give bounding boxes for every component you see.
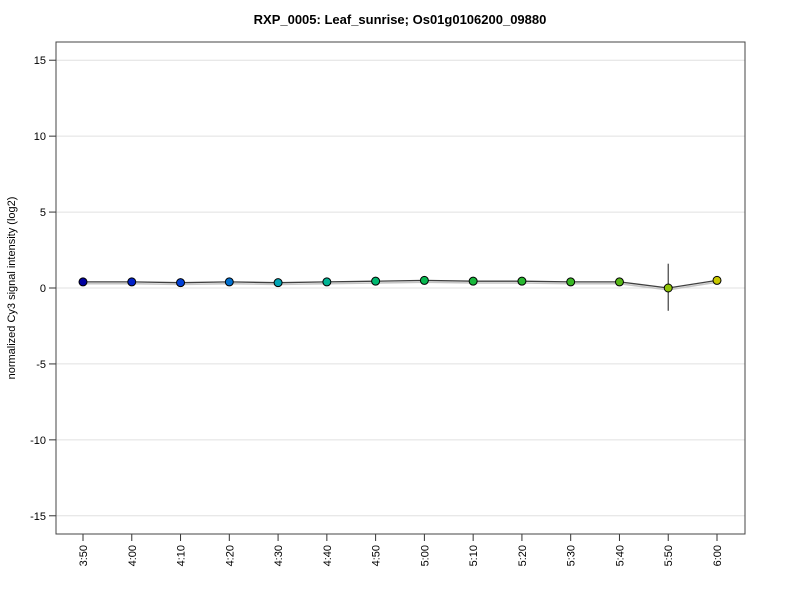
x-tick-label: 5:30 xyxy=(566,545,578,566)
data-point xyxy=(566,277,576,287)
y-tick-label: 5 xyxy=(40,207,46,219)
data-point xyxy=(468,276,478,286)
y-axis-title: normalized Cy3 signal intensity (log2) xyxy=(6,197,18,380)
series-line xyxy=(83,279,718,289)
y-tick-label: 10 xyxy=(34,131,46,143)
data-point xyxy=(517,276,527,286)
data-point xyxy=(712,275,722,285)
axes: 15 10 5 0 -5 -10 -15 3:50 4:00 4:10 4:20 4:30 4:40 4:… xyxy=(30,55,724,566)
data-point xyxy=(419,275,429,285)
data-point xyxy=(663,283,673,293)
x-tick-label: 4:30 xyxy=(273,545,285,566)
data-point xyxy=(371,276,381,286)
plot-box xyxy=(55,41,746,535)
y-tick-label: -15 xyxy=(30,511,46,523)
data-point xyxy=(176,278,186,288)
x-tick-label: 4:00 xyxy=(127,545,139,566)
x-tick-label: 4:10 xyxy=(176,545,188,566)
x-tick-label: 4:40 xyxy=(322,545,334,566)
x-tick-label: 4:50 xyxy=(371,545,383,566)
data-point xyxy=(322,277,332,287)
x-tick-label: 3:50 xyxy=(78,545,90,566)
y-tick-label: 0 xyxy=(40,283,46,295)
gridlines xyxy=(56,59,745,517)
y-tick-label: -10 xyxy=(30,435,46,447)
x-tick-label: 6:00 xyxy=(712,545,724,566)
data-series xyxy=(78,263,722,311)
y-tick-label: 15 xyxy=(34,55,46,67)
data-point xyxy=(273,278,283,288)
data-point xyxy=(614,277,624,287)
series-line-shadow xyxy=(83,281,718,291)
x-tick-label: 5:10 xyxy=(468,545,480,566)
x-tick-label: 4:20 xyxy=(224,545,236,566)
x-tick-label: 5:20 xyxy=(517,545,529,566)
y-tick-label: -5 xyxy=(36,359,46,371)
x-tick-label: 5:00 xyxy=(419,545,431,566)
data-point xyxy=(224,277,234,287)
chart-title: RXP_0005: Leaf_sunrise; Os01g0106200_098… xyxy=(254,12,547,27)
x-tick-label: 5:50 xyxy=(663,545,675,566)
x-tick-label: 5:40 xyxy=(614,545,626,566)
data-point xyxy=(78,277,88,287)
data-point xyxy=(127,277,137,287)
